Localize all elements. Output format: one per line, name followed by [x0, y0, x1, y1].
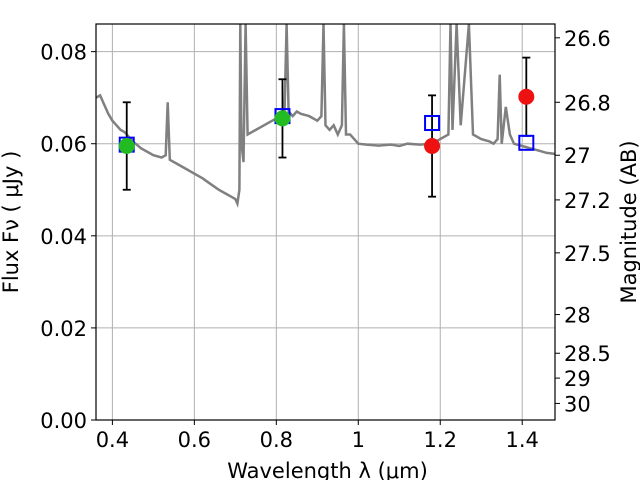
right-tick-label: 28.5: [564, 342, 611, 366]
y-tick-label: 0.08: [40, 41, 87, 65]
right-axis-label: Magnitude (AB): [617, 140, 640, 303]
right-tick-label: 28: [564, 304, 591, 328]
right-tick-label: 27: [564, 144, 591, 168]
y-tick-label: 0.00: [40, 409, 87, 433]
model-square-point: [424, 115, 441, 131]
observed-point: [518, 88, 535, 105]
right-tick-label: 27.2: [564, 189, 611, 213]
x-tick-label: 0.8: [260, 428, 293, 452]
y-axis-label: Flux Fν ( μJy ): [0, 151, 23, 294]
observed-point: [274, 110, 291, 127]
x-tick-label: 0.4: [96, 428, 129, 452]
right-tick-label: 30: [564, 392, 591, 416]
right-tick-label: 26.6: [564, 27, 611, 51]
right-tick-label: 27.5: [564, 242, 611, 266]
right-tick-label: 29: [564, 367, 591, 391]
observed-point: [118, 138, 135, 155]
observed-point: [424, 138, 441, 155]
y-tick-label: 0.04: [40, 225, 87, 249]
x-tick-label: 1.4: [506, 428, 539, 452]
right-tick-label: 26.8: [564, 91, 611, 115]
model-square-point: [518, 134, 535, 151]
x-tick-label: 0.6: [178, 428, 211, 452]
y-tick-label: 0.06: [40, 133, 87, 157]
x-tick-label: 1: [352, 428, 365, 452]
x-tick-label: 1.2: [424, 428, 457, 452]
y-tick-label: 0.02: [40, 317, 87, 341]
spectrum-line: [96, 24, 555, 208]
x-axis-label: Wavelength λ (μm): [227, 459, 428, 480]
plot-frame: [95, 23, 556, 421]
